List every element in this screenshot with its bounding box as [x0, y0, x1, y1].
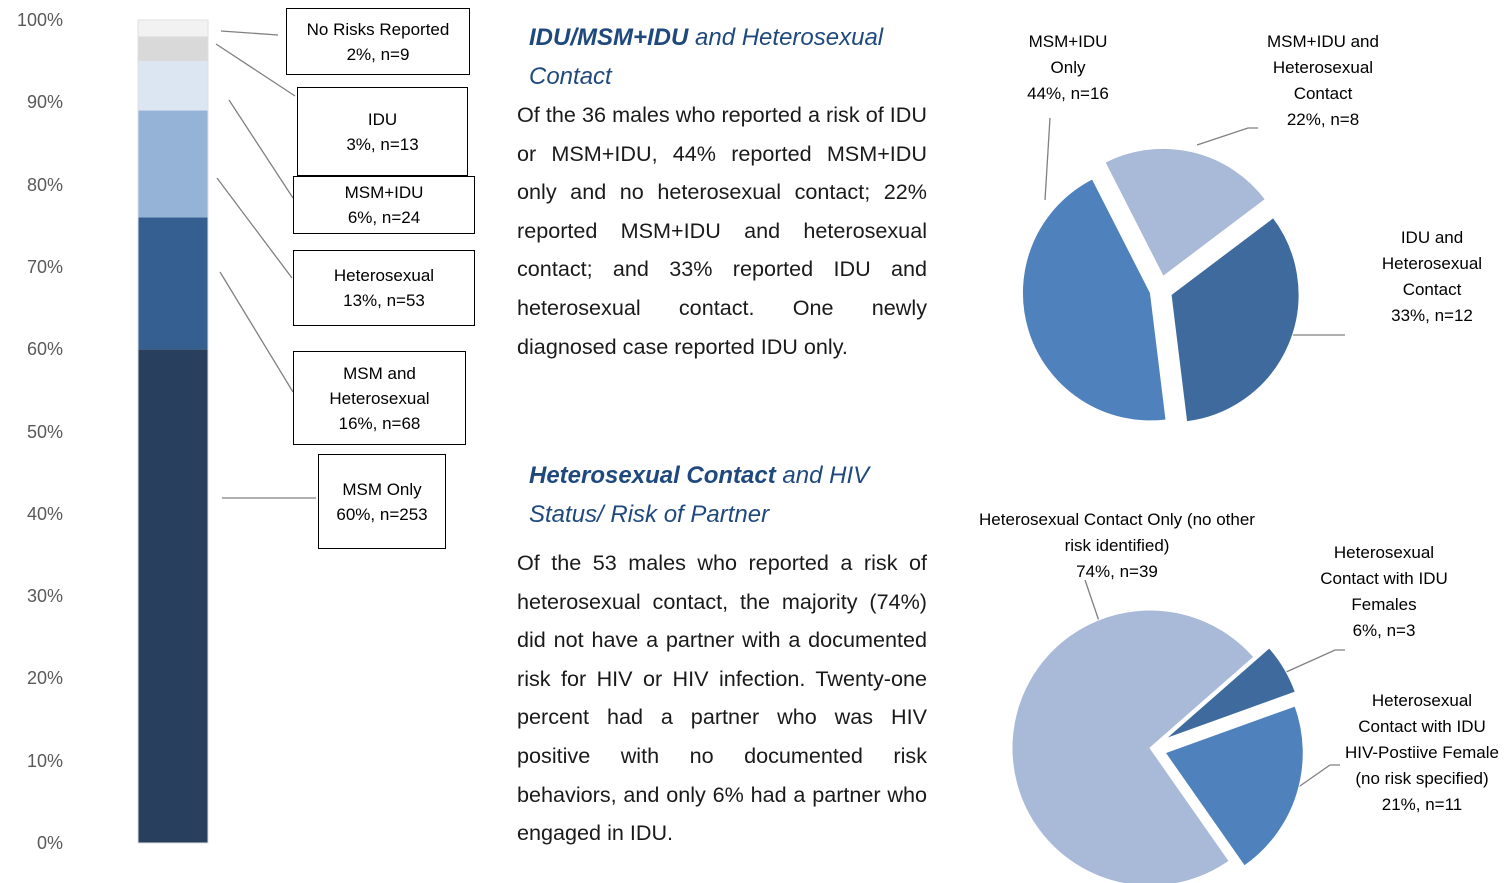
y-tick-label: 60%	[26, 339, 63, 360]
slice-name: Heterosexual Contact with IDU Females	[1320, 543, 1448, 614]
slice-name: IDU and Heterosexual Contact	[1381, 228, 1483, 299]
bar-segment	[138, 20, 208, 37]
heading-bold: IDU/MSM+IDU	[529, 24, 689, 51]
data-callout: MSM+IDU 6%, n=24	[293, 176, 475, 234]
bar-segment	[138, 349, 208, 843]
y-tick-label: 90%	[26, 92, 63, 113]
data-callout: Heterosexual 13%, n=53	[293, 250, 475, 326]
legend-label: MSM+IDU	[344, 183, 424, 202]
slice-label: Heterosexual Contact Only (no other risk…	[977, 507, 1257, 585]
slice-name: Heterosexual Contact Only (no other risk…	[979, 510, 1255, 555]
data-label: 16%, n=68	[338, 413, 421, 433]
section-body: Of the 53 males who reported a risk of h…	[517, 550, 927, 846]
leader-line	[216, 177, 293, 279]
slice-name: MSM+IDU and Heterosexual Contact	[1267, 32, 1379, 103]
y-tick-label: 20%	[26, 668, 63, 689]
data-callout: IDU 3%, n=13	[297, 87, 468, 176]
legend-label: No Risks Reported	[306, 19, 450, 39]
slice-label: MSM+IDU Only 44%, n=16	[1013, 29, 1123, 107]
data-label: 6%, n=3	[1352, 621, 1416, 640]
section: Heterosexual Contact and HIV Status/ Ris…	[517, 456, 927, 853]
section-heading: Heterosexual Contact and HIV Status/ Ris…	[529, 456, 927, 534]
leader-line	[220, 30, 279, 36]
heading-bold: Heterosexual Contact	[529, 462, 776, 489]
leader-line	[1084, 579, 1101, 625]
slice-name: MSM+IDU Only	[1028, 32, 1108, 77]
data-callout: No Risks Reported 2%, n=9	[286, 8, 470, 75]
data-callout: MSM Only 60%, n=253	[318, 454, 446, 549]
leader-line	[1196, 127, 1258, 146]
pie-slice	[1165, 647, 1296, 740]
bar-segment	[138, 36, 208, 62]
y-tick-label: 30%	[26, 586, 63, 607]
section: IDU/MSM+IDU and Heterosexual Contact Of …	[517, 18, 927, 366]
pie-slice	[1164, 705, 1304, 867]
y-tick-label: 10%	[26, 750, 63, 771]
bar-outline	[137, 19, 209, 844]
data-label: 2%, n=9	[346, 44, 410, 64]
pie-slice	[1021, 178, 1167, 422]
y-tick-label: 100%	[16, 10, 63, 30]
data-label: 21%, n=11	[1381, 795, 1463, 814]
data-label: 6%, n=24	[347, 208, 421, 227]
y-tick-label: 70%	[26, 256, 63, 277]
leader-line	[1274, 649, 1345, 678]
bar-segment	[138, 61, 208, 111]
y-tick-label: 0%	[36, 833, 63, 853]
y-tick-label: 80%	[26, 174, 63, 195]
slice-label: Heterosexual Contact with IDU HIV-Postii…	[1342, 688, 1502, 818]
section-heading: IDU/MSM+IDU and Heterosexual Contact	[529, 18, 927, 96]
data-label: 74%, n=39	[1076, 562, 1158, 581]
leader-line	[215, 43, 296, 97]
heading-rest: and Heterosexual Contact	[529, 24, 884, 90]
heading-rest: and HIV Status/ Risk of Partner	[529, 462, 870, 528]
slice-name: Heterosexual Contact with IDU HIV-Postii…	[1345, 691, 1499, 788]
legend-label: MSM Only	[342, 479, 422, 499]
data-label: 33%, n=12	[1391, 306, 1473, 325]
leader-line	[1044, 117, 1051, 201]
bar-segment	[138, 110, 208, 218]
data-label: 60%, n=253	[336, 504, 428, 524]
pie-slice	[1104, 147, 1267, 278]
leader-lines	[215, 30, 1345, 796]
legend-label: Heterosexual	[333, 266, 435, 285]
data-label: 22%, n=8	[1286, 110, 1360, 129]
slice-label: IDU and Heterosexual Contact 33%, n=12	[1372, 225, 1492, 329]
data-callout: MSM and Heterosexual 16%, n=68	[293, 351, 466, 445]
leader-line	[228, 99, 294, 199]
y-tick-label: 50%	[26, 421, 63, 442]
legend-label: IDU	[367, 109, 398, 129]
leader-line	[1286, 764, 1340, 796]
slice-label: MSM+IDU and Heterosexual Contact 22%, n=8	[1248, 29, 1398, 133]
pie-slice	[1170, 216, 1300, 423]
bar-segment	[138, 217, 208, 350]
leader-line	[219, 271, 294, 393]
section-body: Of the 36 males who reported a risk of I…	[517, 102, 927, 359]
data-label: 13%, n=53	[343, 291, 425, 310]
slice-label: Heterosexual Contact with IDU Females 6%,…	[1304, 540, 1464, 644]
data-label: 3%, n=13	[346, 134, 419, 154]
data-label: 44%, n=16	[1027, 84, 1109, 103]
legend-label: MSM and Heterosexual	[329, 363, 430, 408]
pie-slice	[1011, 609, 1255, 883]
y-tick-label: 40%	[26, 503, 63, 524]
